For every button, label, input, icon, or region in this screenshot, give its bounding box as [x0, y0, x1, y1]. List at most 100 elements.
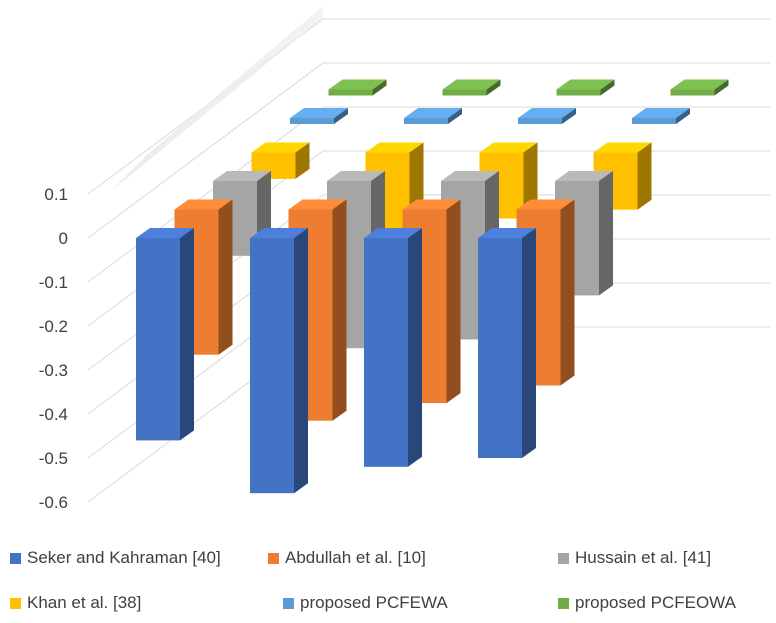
bar-top [136, 228, 194, 238]
bar-side [332, 199, 347, 421]
legend-label: proposed PCFEWA [300, 593, 448, 612]
gridline-depth [125, 12, 324, 177]
chart-svg: 0.1 0 -0.1 -0.2 -0.3 -0.4 -0.5 -0.6 [39, 6, 770, 512]
bar-side [295, 142, 310, 179]
y-tick-label: -0.3 [39, 361, 68, 380]
bar [250, 228, 308, 494]
bar-front [250, 238, 294, 494]
series-0 [136, 228, 536, 494]
bar-top [593, 142, 652, 153]
bar [328, 79, 387, 96]
legend-swatch [10, 597, 21, 609]
bar-top [518, 108, 576, 118]
legend-item: Abdullah et al. [10] [268, 548, 426, 568]
bar-top [327, 171, 385, 181]
gridline-depth [119, 14, 324, 183]
y-tick-label: -0.5 [39, 449, 68, 468]
bar-side [408, 228, 422, 467]
bar-top [213, 171, 271, 181]
bar-top [251, 142, 310, 153]
gridline [87, 62, 324, 239]
legend-swatch [268, 552, 279, 564]
bar-side [180, 228, 194, 441]
y-tick-label: -0.6 [39, 493, 68, 512]
bar-top [441, 171, 499, 181]
bar-side [599, 171, 613, 296]
bar-front [632, 118, 676, 124]
bar-front [670, 89, 715, 96]
legend-swatch [10, 552, 21, 564]
bar-top [442, 79, 501, 90]
y-tick-label: -0.2 [39, 317, 68, 336]
bar-front [404, 118, 448, 124]
bar-front [556, 89, 601, 96]
bar-side [334, 108, 348, 124]
series-4 [290, 108, 690, 124]
legend-item: Khan et al. [38] [10, 593, 141, 613]
series-5 [328, 79, 729, 96]
bar-top [516, 199, 575, 210]
legend-swatch [283, 597, 294, 609]
bar [136, 228, 194, 441]
y-tick-label: -0.4 [39, 405, 68, 424]
bar-top [365, 142, 424, 153]
legend-label: Seker and Kahraman [40] [27, 548, 221, 567]
bar-top [290, 108, 348, 118]
bar-top [632, 108, 690, 118]
gridline-depth [137, 8, 324, 165]
bar-side [218, 199, 233, 355]
bar-front [136, 238, 180, 441]
bar-front [364, 238, 408, 467]
bar-top [479, 142, 538, 153]
legend-label: Khan et al. [38] [27, 593, 142, 612]
y-axis: 0.1 0 -0.1 -0.2 -0.3 -0.4 -0.5 -0.6 [39, 185, 68, 512]
legend-swatch [558, 552, 569, 564]
y-tick-label: 0 [59, 229, 68, 248]
bar-side [562, 108, 576, 124]
bar-top [478, 228, 536, 238]
bar-side [486, 79, 501, 96]
bar-side [676, 108, 690, 124]
bar-front [442, 89, 487, 96]
bar-side [600, 79, 615, 96]
bar-side [560, 199, 575, 386]
bar-top [364, 228, 422, 238]
bar [478, 228, 536, 458]
bar [290, 108, 348, 124]
bar [518, 108, 576, 124]
bar-side [446, 199, 461, 404]
bar-top [250, 228, 308, 238]
bar-top [556, 79, 615, 90]
gridline-depth [131, 10, 324, 171]
bar-front [328, 89, 373, 96]
bar-top [555, 171, 613, 181]
bar-top [404, 108, 462, 118]
gridline-depth [113, 16, 324, 189]
bar-side [522, 228, 536, 458]
chart-area: 0.1 0 -0.1 -0.2 -0.3 -0.4 -0.5 -0.6 [39, 6, 770, 512]
bar [364, 228, 422, 467]
bar-top [402, 199, 461, 210]
bar-side [294, 228, 308, 494]
gridline-depth [143, 6, 324, 159]
bar-front [478, 238, 522, 458]
legend: Seker and Kahraman [40] Abdullah et al. [… [0, 548, 776, 623]
bar-side [714, 79, 729, 96]
bar [404, 108, 462, 124]
bar [632, 108, 690, 124]
y-tick-label: -0.1 [39, 273, 68, 292]
bar-side [372, 79, 387, 96]
legend-item: Seker and Kahraman [40] [10, 548, 221, 568]
bars [136, 79, 729, 494]
bar-top [328, 79, 387, 90]
bar-front [518, 118, 562, 124]
legend-label: Abdullah et al. [10] [285, 548, 426, 567]
bar-front [290, 118, 334, 124]
legend-item: proposed PCFEOWA [558, 593, 736, 613]
bar-top [670, 79, 729, 90]
gridline [87, 106, 324, 283]
bar [670, 79, 729, 96]
bar-top [288, 199, 347, 210]
bar [442, 79, 501, 96]
bar-side [448, 108, 462, 124]
